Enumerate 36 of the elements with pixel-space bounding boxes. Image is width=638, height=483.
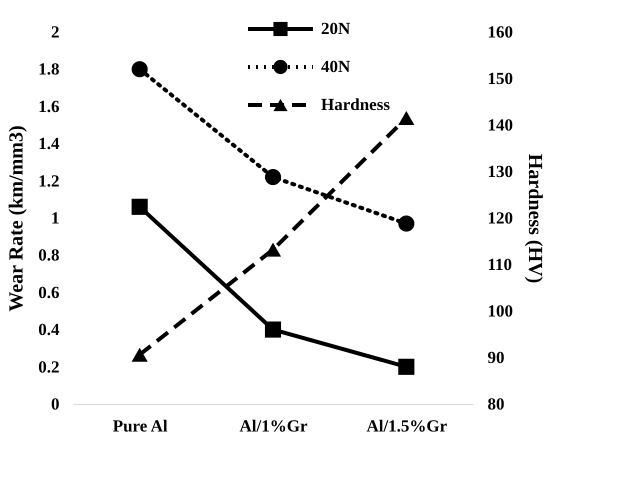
point [132,198,148,215]
y-tick-label: 0.8 [38,246,60,265]
point [398,358,414,375]
legend-label: 20N [321,19,351,38]
point [132,348,148,362]
point [132,61,148,78]
y2-tick-label: 90 [488,348,504,367]
y2-tick-label: 80 [488,394,504,414]
y-axis-title: Wear Rate (km/mm3) [5,125,28,312]
y2-tick-label: 130 [488,162,513,181]
y-tick-label: 1.4 [38,134,60,154]
y-tick-label: 1 [51,208,60,228]
x-tick-label: Al/1%Gr [240,416,308,436]
y2-axis-title: Hardness (HV) [524,154,546,284]
y-tick-label: 0.6 [38,282,60,302]
legend-label: 40N [321,57,351,76]
y2-tick-label: 110 [488,255,512,274]
y2-tick-label: 120 [488,208,513,228]
point [264,169,282,186]
x-tick-label: Al/1.5%Gr [366,416,448,436]
y-tick-label: 1.8 [38,60,60,79]
x-tick-label: Pure Al [112,416,168,436]
y2-tick-label: 160 [488,22,513,42]
y-tick-label: 0.4 [38,320,60,340]
y-tick-label: 1.2 [38,171,60,190]
y-tick-label: 0.2 [38,357,60,376]
y-tick-label: 2 [51,22,60,42]
y-tick-label: 1.6 [38,96,60,116]
legend-label: Hardness [321,95,390,114]
y2-tick-label: 100 [488,302,513,320]
y2-tick-label: 140 [488,116,513,134]
point [264,322,282,338]
point [398,216,414,232]
y2-tick-label: 150 [488,69,513,88]
y-tick-label: 0 [51,394,60,414]
point [398,111,414,126]
